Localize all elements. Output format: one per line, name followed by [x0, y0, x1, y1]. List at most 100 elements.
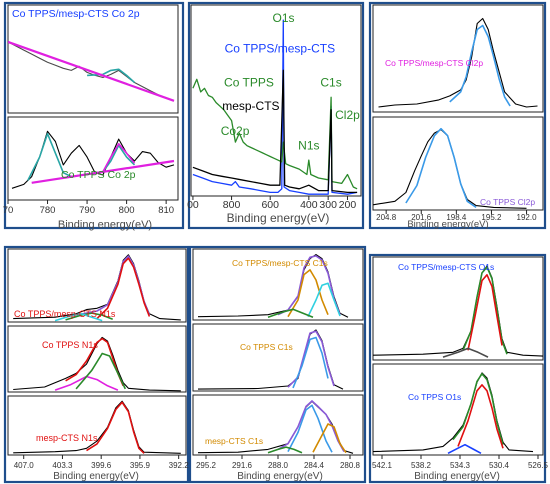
o1s-fit-line — [447, 443, 482, 455]
co2p-series-group — [11, 130, 175, 189]
n1s-panel: Co TPPS N1s — [7, 325, 187, 393]
x-tick-label: 195.2 — [481, 213, 502, 222]
x-axis-label: Binding energy(eV) — [407, 219, 488, 230]
x-tick-label: 800 — [119, 205, 135, 216]
c1s-fit-line — [277, 400, 345, 452]
n1s-fit-line — [86, 401, 145, 454]
x-axis-label: Binding energy(eV) — [53, 471, 139, 482]
survey-chart: 00 800 600 400 300 200 Binding energy(eV) O1s Co… — [187, 1, 365, 230]
x-tick-label: 542.1 — [372, 461, 393, 470]
x-tick-label: 400 — [300, 199, 318, 211]
panel-label: Co TPPS/mesp-CTS O1s — [398, 262, 494, 272]
x-tick-label: 200 — [339, 199, 357, 211]
co2p-baseline-line — [31, 159, 175, 184]
n1s-panel: mesp-CTS N1s — [7, 395, 187, 456]
x-axis-label: Binding energy(eV) — [237, 471, 323, 482]
cl2p-frame — [368, 1, 547, 230]
peak-label: Cl2p — [335, 108, 360, 122]
x-tick-label: 70 — [3, 205, 14, 216]
x-tick-label: 204.8 — [376, 213, 397, 222]
cl2p-panel-border — [372, 116, 544, 211]
n1s-frame — [3, 245, 190, 484]
x-tick-label: 300 — [319, 199, 337, 211]
c1s-fit-line — [292, 336, 329, 389]
panel-label: Co TPPS Cl2p — [480, 197, 535, 207]
c1s-fit-line — [307, 282, 341, 318]
x-tick-label: 284.4 — [304, 461, 325, 470]
panel-label: Co TPPS/mesp-CTS Co 2p — [12, 8, 140, 20]
cl2p-data-line — [378, 17, 538, 108]
cl2p-panel-border — [372, 4, 544, 113]
co2p-frame — [3, 1, 185, 230]
co2p-panel: Co TPPS/mesp-CTS Co 2p — [7, 4, 179, 114]
panel-label: mesp-CTS C1s — [205, 436, 263, 446]
cl2p-chart: Co TPPS/mesp-CTS Cl2p Co TPPS Cl2p 204.8 20… — [368, 1, 547, 230]
c1s-series-group — [197, 400, 354, 454]
x-tick-label: 407.0 — [14, 461, 35, 470]
x-tick-label: 530.4 — [489, 461, 510, 470]
panel-label: Co TPPS/mesp-CTS Cl2p — [385, 58, 483, 68]
x-axis-label: Binding energy(eV) — [58, 219, 152, 231]
co2p-panel: Co TPPS Co 2p — [7, 116, 179, 201]
x-axis-label: Binding energy(eV) — [414, 471, 500, 482]
n1s-series-group — [13, 336, 181, 392]
cl2p-series-group — [373, 127, 527, 209]
peak-label: Co2p — [221, 124, 250, 138]
c1s-series-group — [197, 329, 344, 390]
x-tick-label: 534.3 — [450, 461, 471, 470]
panel-label: Co TPPS O1s — [408, 392, 461, 402]
x-tick-label: 790 — [79, 205, 95, 216]
co2p-baseline-line — [8, 40, 175, 102]
x-tick-label: 800 — [223, 199, 241, 211]
survey-panel — [190, 4, 362, 197]
cl2p-fit-line — [405, 127, 477, 209]
c1s-series-group — [197, 254, 349, 319]
o1s-series-group — [373, 265, 543, 358]
x-tick-label: 538.2 — [411, 461, 432, 470]
co2p-data-line — [8, 41, 175, 102]
co2p-chart: Co TPPS/mesp-CTS Co 2p Co TPPS Co 2p 70 780… — [3, 1, 185, 231]
co2p-panel-border — [7, 116, 179, 201]
o1s-fit-line — [442, 347, 489, 358]
survey-series-group — [192, 19, 358, 195]
x-tick-label: 526.5 — [528, 461, 549, 470]
n1s-data-line — [13, 336, 181, 392]
n1s-panel-border — [7, 325, 187, 393]
panel-label: Co TPPS C1s — [240, 342, 293, 352]
x-tick-label: 192.0 — [517, 213, 538, 222]
o1s-fit-line — [467, 273, 503, 351]
c1s-chart: Co TPPS/mesp-CTS C1s Co TPPS C1s mesp-CTS … — [188, 245, 367, 484]
series-label: Co TPPS/mesp-CTS — [225, 41, 335, 55]
series-line — [192, 69, 358, 194]
o1s-fit-line — [462, 266, 508, 355]
x-tick-label: 780 — [40, 205, 56, 216]
o1s-chart: Co TPPS/mesp-CTS O1s Co TPPS O1s 542.1 538.… — [368, 253, 549, 484]
peak-label: O1s — [273, 11, 295, 25]
co2p-series-group — [8, 40, 175, 102]
panel-label: Co TPPS/mesp-CTS N1s — [14, 309, 116, 319]
cl2p-panel: Co TPPS/mesp-CTS Cl2p — [372, 4, 544, 113]
c1s-fit-line — [267, 446, 303, 454]
x-tick-label: 392.2 — [169, 461, 190, 470]
c1s-panel-border — [192, 323, 364, 392]
c1s-fit-line — [287, 269, 329, 318]
n1s-fit-line — [96, 257, 151, 320]
x-tick-label: 201.6 — [411, 213, 432, 222]
survey-panel-border — [190, 4, 362, 197]
o1s-series-group — [373, 372, 534, 455]
cl2p-series-group — [378, 17, 538, 108]
panel-label: Co TPPS N1s — [42, 340, 98, 350]
x-tick-label: 198.4 — [446, 213, 467, 222]
c1s-panel-border — [192, 248, 364, 321]
o1s-fit-line — [457, 384, 504, 449]
n1s-series-group — [13, 400, 181, 454]
c1s-fit-line — [267, 308, 314, 319]
o1s-frame — [368, 253, 547, 484]
x-axis-label: Binding energy(eV) — [227, 211, 330, 225]
co2p-fit-line — [102, 143, 136, 173]
c1s-panel: Co TPPS/mesp-CTS C1s — [192, 248, 364, 321]
series-label: mesp-CTS — [222, 99, 279, 113]
x-tick-label: 810 — [158, 205, 174, 216]
x-tick-label: 600 — [261, 199, 279, 211]
x-tick-label: 395.9 — [130, 461, 151, 470]
